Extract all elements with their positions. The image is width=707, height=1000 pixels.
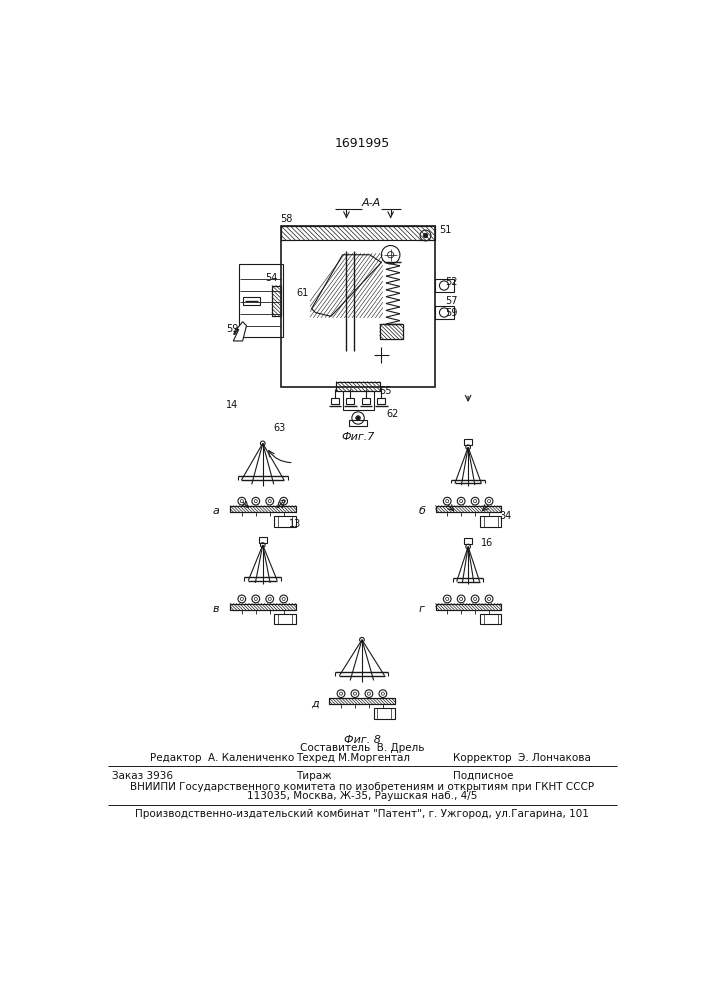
Bar <box>230 506 296 512</box>
Bar <box>480 516 501 527</box>
Bar <box>230 604 296 610</box>
Bar <box>337 382 380 391</box>
Bar <box>296 240 417 383</box>
Bar <box>480 614 501 624</box>
Bar <box>436 604 501 610</box>
Bar <box>436 604 501 610</box>
Bar <box>329 698 395 704</box>
Text: Техред М.Моргентал: Техред М.Моргентал <box>296 753 410 763</box>
Text: г: г <box>419 604 425 614</box>
Bar <box>230 604 296 610</box>
Bar <box>380 324 403 339</box>
Bar <box>436 506 501 512</box>
Circle shape <box>282 500 285 503</box>
Bar <box>464 538 472 544</box>
Bar <box>380 324 403 339</box>
Bar <box>272 286 281 316</box>
Circle shape <box>268 597 271 600</box>
Text: 34: 34 <box>499 511 511 521</box>
Text: 57: 57 <box>445 296 458 306</box>
Circle shape <box>488 500 491 503</box>
Polygon shape <box>233 322 247 341</box>
Text: 54: 54 <box>265 273 277 283</box>
Bar <box>230 506 296 512</box>
Circle shape <box>339 692 343 695</box>
Bar <box>272 286 281 316</box>
Text: 14: 14 <box>226 400 238 410</box>
Bar <box>329 698 395 704</box>
Bar <box>378 398 385 404</box>
Circle shape <box>474 597 477 600</box>
Bar <box>281 226 435 240</box>
Text: Фиг.7: Фиг.7 <box>341 432 375 442</box>
Circle shape <box>445 597 449 600</box>
Text: б: б <box>418 506 425 516</box>
Text: Составитель  В. Дрель: Составитель В. Дрель <box>300 743 424 753</box>
Circle shape <box>460 500 462 503</box>
Circle shape <box>240 500 243 503</box>
Bar <box>281 226 435 240</box>
Text: Корректор  Э. Лончакова: Корректор Э. Лончакова <box>452 753 590 763</box>
Circle shape <box>354 692 356 695</box>
Bar <box>337 382 380 391</box>
Circle shape <box>255 597 257 600</box>
Text: 55: 55 <box>379 386 392 396</box>
Text: 58: 58 <box>281 214 293 224</box>
Bar <box>343 387 373 410</box>
Text: Тираж: Тираж <box>296 771 332 781</box>
Text: 62: 62 <box>387 409 399 419</box>
Bar <box>464 439 472 445</box>
Circle shape <box>423 233 428 238</box>
Bar <box>349 420 368 426</box>
Text: 59: 59 <box>226 324 239 334</box>
Text: 61: 61 <box>296 288 308 298</box>
Circle shape <box>474 500 477 503</box>
Bar <box>331 398 339 404</box>
Text: д: д <box>312 699 320 709</box>
Polygon shape <box>312 255 381 316</box>
Circle shape <box>240 597 243 600</box>
Text: 51: 51 <box>438 225 451 235</box>
Text: Редактор  А. Калениченко: Редактор А. Калениченко <box>151 753 295 763</box>
Bar <box>373 708 395 719</box>
Circle shape <box>445 500 449 503</box>
Circle shape <box>381 692 385 695</box>
Circle shape <box>368 692 370 695</box>
Circle shape <box>460 597 462 600</box>
Text: А-А: А-А <box>361 198 381 208</box>
Text: 16: 16 <box>481 538 493 548</box>
Text: Производственно-издательский комбинат "Патент", г. Ужгород, ул.Гагарина, 101: Производственно-издательский комбинат "П… <box>135 809 589 819</box>
Circle shape <box>488 597 491 600</box>
Text: а: а <box>213 506 220 516</box>
Circle shape <box>282 597 285 600</box>
Bar <box>435 306 454 319</box>
Bar <box>346 398 354 404</box>
Text: Заказ 3936: Заказ 3936 <box>112 771 173 781</box>
Bar <box>243 297 259 305</box>
Text: 113035, Москва, Ж-35, Раушская наб., 4/5: 113035, Москва, Ж-35, Раушская наб., 4/5 <box>247 791 477 801</box>
Bar <box>274 614 296 624</box>
Bar <box>380 324 403 339</box>
Text: 13: 13 <box>289 519 301 529</box>
Text: Фиг. 8: Фиг. 8 <box>344 735 380 745</box>
Bar <box>435 279 454 292</box>
Text: 1691995: 1691995 <box>334 137 390 150</box>
Text: в: в <box>213 604 219 614</box>
Bar <box>362 398 370 404</box>
Bar <box>239 264 283 337</box>
Text: 7: 7 <box>279 500 285 510</box>
Text: ВНИИПИ Государственного комитета по изобретениям и открытиям при ГКНТ СССР: ВНИИПИ Государственного комитета по изоб… <box>130 782 594 792</box>
Text: Подписное: Подписное <box>452 771 513 781</box>
Circle shape <box>255 500 257 503</box>
Circle shape <box>268 500 271 503</box>
Bar <box>259 537 267 543</box>
Bar <box>274 516 296 527</box>
Bar <box>436 506 501 512</box>
Text: 59: 59 <box>445 308 458 318</box>
Text: 52: 52 <box>445 277 458 287</box>
Bar <box>281 226 435 387</box>
Text: 63: 63 <box>274 423 286 433</box>
Circle shape <box>356 416 361 420</box>
